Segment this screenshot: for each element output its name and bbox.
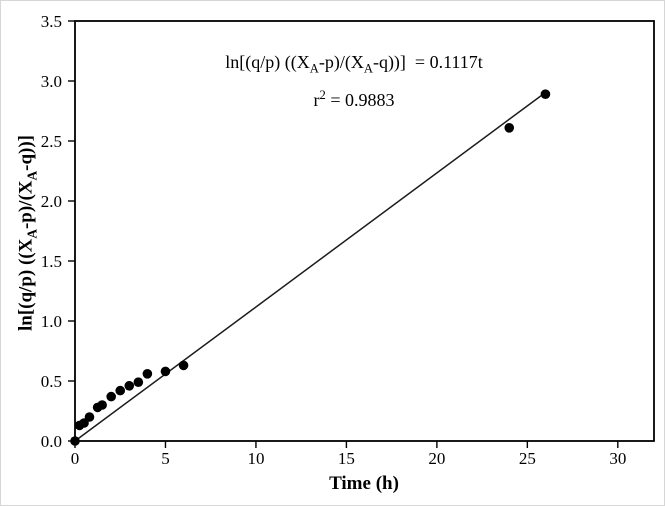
- fit-annotation: ln[(q/p) ((XA-p)/(XA-q))] = 0.1117t r2 =…: [225, 49, 482, 113]
- fit-equation-text: ln[(q/p) ((X: [225, 52, 310, 72]
- plot-frame: [74, 20, 655, 442]
- data-point: [97, 400, 107, 410]
- x-tick-label: 10: [247, 449, 264, 468]
- y-axis-title-text: -p)/(X: [15, 180, 37, 230]
- x-tick-label: 15: [338, 449, 355, 468]
- fit-equation-sub: A: [309, 61, 319, 76]
- r-squared-base: r: [313, 89, 320, 110]
- y-axis-title: ln[(q/p) ((XA-p)/(XA-q))]: [16, 135, 41, 331]
- y-tick-label: 0.0: [41, 432, 62, 451]
- y-tick-label: 1.0: [41, 312, 62, 331]
- x-tick-label: 5: [161, 449, 170, 468]
- y-tick-label: 0.5: [41, 372, 62, 391]
- data-point: [70, 436, 80, 446]
- x-tick-label: 25: [519, 449, 536, 468]
- y-tick-label: 1.5: [41, 252, 62, 271]
- data-point: [160, 366, 171, 377]
- y-tick-label: 2.0: [41, 192, 62, 211]
- data-point: [178, 360, 189, 371]
- fit-equation: ln[(q/p) ((XA-p)/(XA-q))] = 0.1117t: [225, 49, 482, 82]
- r-squared-value: = 0.9883: [325, 89, 395, 110]
- data-point: [540, 89, 551, 99]
- data-point: [124, 381, 135, 391]
- data-point: [106, 391, 116, 402]
- y-tick-label: 3.5: [41, 12, 62, 31]
- fit-line: [74, 91, 546, 442]
- x-tick-label: 20: [428, 449, 445, 468]
- data-point: [142, 369, 153, 379]
- y-axis-title-sub: A: [24, 170, 40, 181]
- y-tick-label: 2.5: [41, 132, 62, 151]
- data-point: [504, 123, 515, 133]
- y-axis-title-sub: A: [24, 229, 40, 239]
- data-point: [115, 385, 126, 396]
- x-tick-label: 0: [71, 449, 80, 468]
- y-axis-title-text: ln[(q/p) ((X: [15, 238, 37, 332]
- fit-equation-text: -q))] = 0.1117t: [372, 52, 483, 72]
- r-squared-sup: 2: [319, 87, 326, 102]
- data-point: [133, 377, 144, 388]
- data-point: [84, 412, 95, 422]
- r-squared: r2 = 0.9883: [225, 82, 482, 113]
- x-axis-title: Time (h): [329, 473, 399, 494]
- x-tick-label: 30: [609, 449, 626, 468]
- fit-equation-sub: A: [363, 61, 373, 76]
- y-axis-title-text: -q))]: [15, 134, 37, 171]
- fit-equation-text: -p)/(X: [318, 52, 364, 72]
- y-tick-label: 3.0: [41, 72, 62, 91]
